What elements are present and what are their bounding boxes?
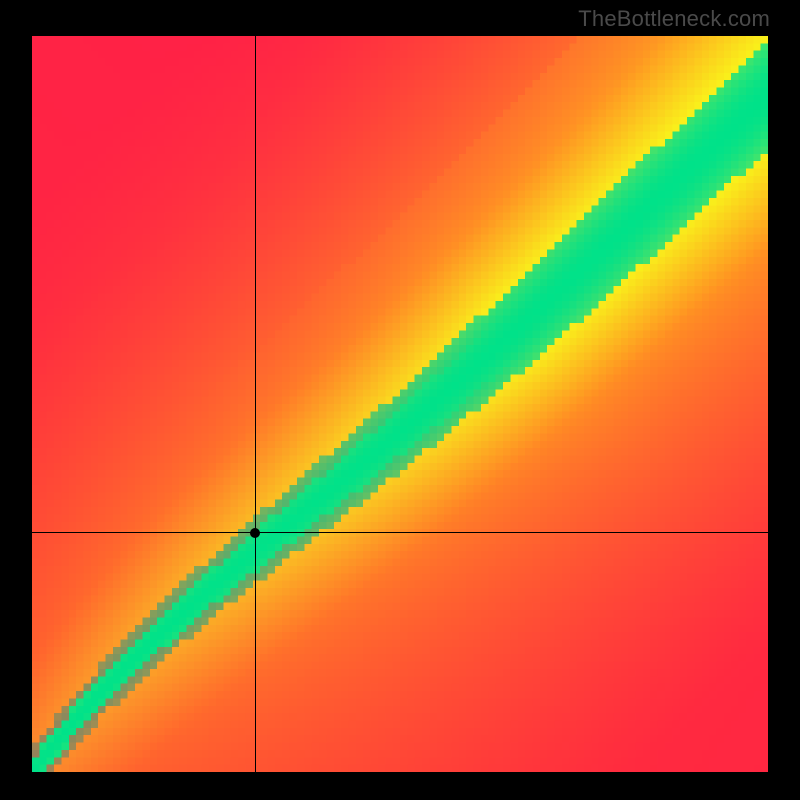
crosshair-horizontal xyxy=(32,532,768,533)
heatmap-canvas xyxy=(32,36,768,772)
plot-area xyxy=(32,36,768,772)
watermark-text: TheBottleneck.com xyxy=(578,6,770,32)
crosshair-vertical xyxy=(255,36,256,772)
chart-container: TheBottleneck.com xyxy=(0,0,800,800)
data-point-marker xyxy=(250,528,260,538)
